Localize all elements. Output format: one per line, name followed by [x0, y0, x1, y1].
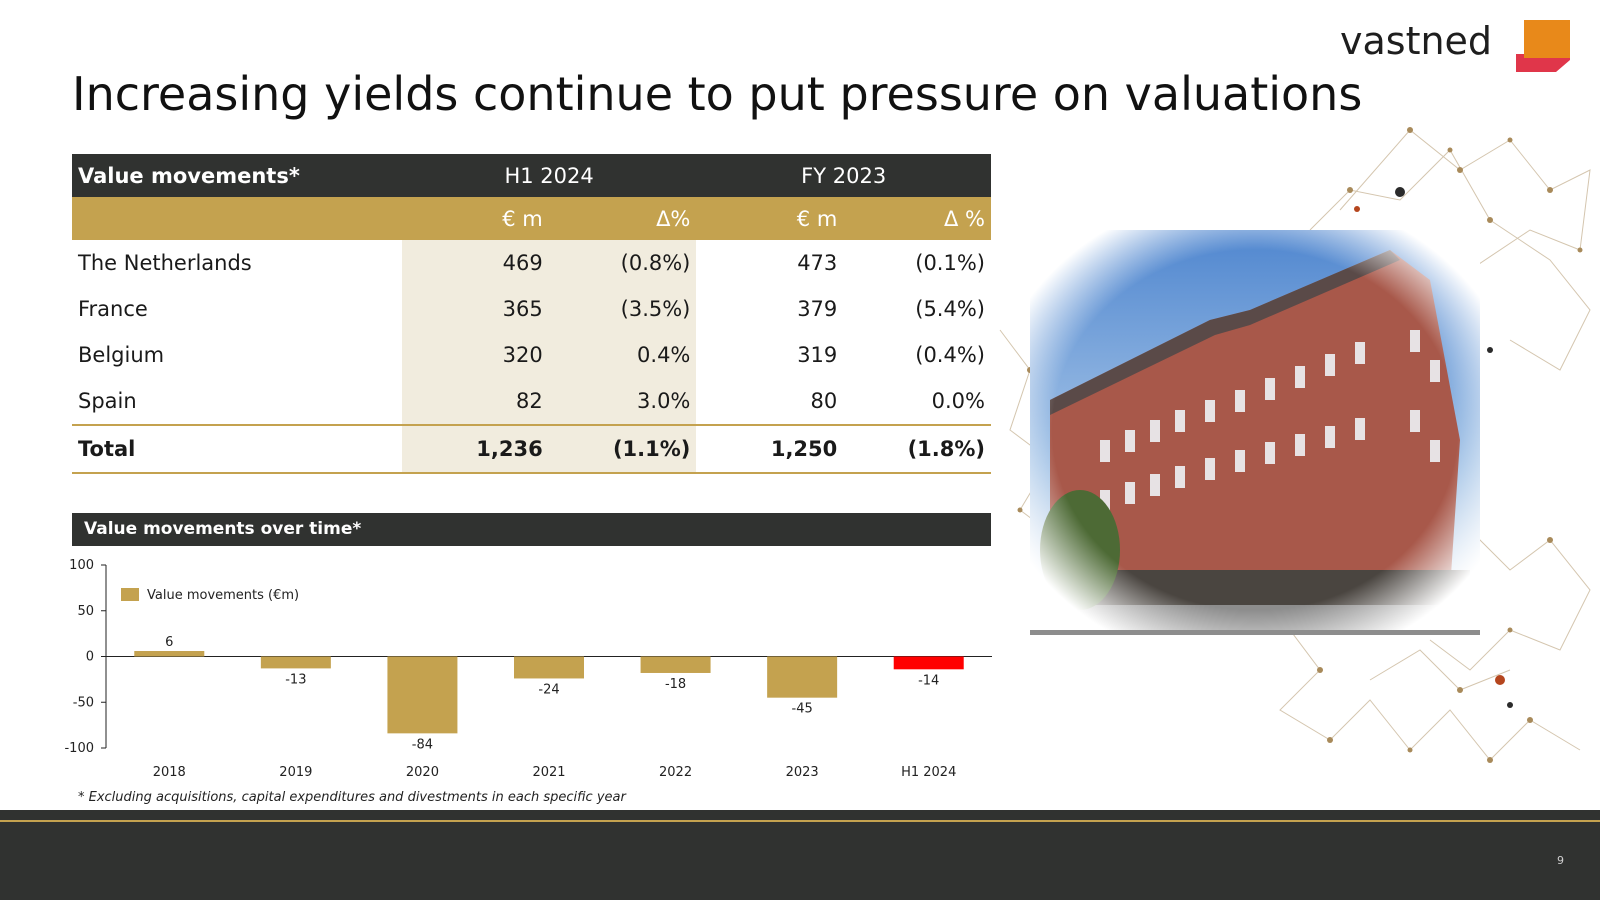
row-fy-value: 319	[797, 343, 838, 367]
logo-wordmark: vastned	[1340, 19, 1493, 63]
subheader-h1-delta: Δ%	[548, 197, 697, 240]
x-tick-label: H1 2024	[901, 765, 956, 780]
y-tick-label: 50	[77, 604, 94, 619]
total-fy-delta: (1.8%)	[843, 424, 991, 474]
table-subheader-row: € m Δ% € m Δ %	[72, 197, 991, 240]
logo-mark-icon	[1516, 20, 1570, 72]
row-fy-value: 379	[797, 297, 838, 321]
row-country: Spain	[78, 389, 137, 413]
y-tick-label: -50	[73, 695, 94, 710]
row-h1-value: 82	[401, 378, 549, 425]
subheader-fy-eur: € m	[696, 197, 844, 240]
legend-label: Value movements (€m)	[147, 588, 299, 603]
total-h1-value: 1,236	[401, 424, 549, 474]
table-header-label: Value movements*	[72, 154, 402, 197]
bar-data-label: -13	[285, 672, 306, 687]
x-tick-label: 2019	[279, 765, 312, 780]
subheader-fy-delta: Δ %	[843, 197, 991, 240]
table-row: France 365 (3.5%) 379 (5.4%)	[72, 286, 991, 332]
value-movements-table: Value movements* H1 2024 FY 2023 € m Δ% …	[72, 154, 991, 474]
chart-bar	[387, 656, 458, 734]
chart-bar	[260, 656, 331, 669]
row-h1-delta: (3.5%)	[548, 286, 697, 332]
row-fy-delta: (0.1%)	[915, 251, 985, 275]
legend-swatch	[121, 588, 139, 601]
table-header-row: Value movements* H1 2024 FY 2023	[72, 154, 991, 197]
footnote: * Excluding acquisitions, capital expend…	[78, 790, 626, 805]
table-header-h1-2024: H1 2024	[401, 154, 697, 197]
row-country: The Netherlands	[78, 251, 252, 275]
row-fy-delta: (5.4%)	[915, 297, 985, 321]
table-total-row: Total 1,236 (1.1%) 1,250 (1.8%)	[72, 424, 991, 474]
y-tick-label: 100	[69, 558, 94, 573]
row-h1-delta: (0.8%)	[548, 240, 697, 286]
total-h1-delta: (1.1%)	[548, 424, 697, 474]
page-title: Increasing yields continue to put pressu…	[72, 67, 1363, 121]
table-header-fy-2023: FY 2023	[696, 154, 991, 197]
chart-bar	[640, 656, 711, 673]
row-fy-delta: 0.0%	[931, 389, 985, 413]
row-fy-value: 80	[810, 389, 838, 413]
chart-bar	[514, 656, 584, 679]
row-h1-value: 365	[401, 286, 549, 332]
row-h1-value: 469	[401, 240, 549, 286]
bar-data-label: -84	[412, 737, 433, 752]
chart-bar	[893, 656, 964, 670]
bar-data-label: 6	[165, 635, 173, 650]
y-tick-label: -100	[64, 741, 94, 756]
y-tick-label: 0	[86, 650, 94, 665]
row-fy-delta: (0.4%)	[915, 343, 985, 367]
x-tick-label: 2021	[532, 765, 565, 780]
row-country: France	[78, 297, 148, 321]
table-row: Belgium 320 0.4% 319 (0.4%)	[72, 332, 991, 378]
total-label: Total	[72, 424, 402, 474]
x-tick-label: 2023	[786, 765, 819, 780]
total-fy-value: 1,250	[696, 424, 844, 474]
building-photo	[999, 127, 1591, 763]
footer-bar: 9	[0, 810, 1600, 900]
bar-data-label: -24	[538, 682, 559, 697]
x-tick-label: 2018	[153, 765, 186, 780]
table-row: The Netherlands 469 (0.8%) 473 (0.1%)	[72, 240, 991, 286]
row-h1-delta: 0.4%	[548, 332, 697, 378]
table-row: Spain 82 3.0% 80 0.0%	[72, 378, 991, 425]
row-fy-value: 473	[797, 251, 838, 275]
chart-bar	[134, 651, 205, 657]
row-h1-delta: 3.0%	[548, 378, 697, 425]
page-number: 9	[1557, 854, 1564, 867]
row-h1-value: 320	[401, 332, 549, 378]
footer-divider	[0, 820, 1600, 822]
bar-data-label: -18	[665, 677, 686, 692]
table-subheader-empty	[72, 197, 402, 240]
bar-data-label: -14	[918, 673, 939, 688]
chart-header: Value movements over time*	[72, 513, 991, 546]
subheader-h1-eur: € m	[401, 197, 549, 240]
vastned-logo: vastned	[1340, 18, 1580, 72]
chart-bar	[767, 656, 838, 698]
bar-data-label: -45	[792, 702, 813, 717]
row-country: Belgium	[78, 343, 165, 367]
x-tick-label: 2020	[406, 765, 439, 780]
x-tick-label: 2022	[659, 765, 692, 780]
